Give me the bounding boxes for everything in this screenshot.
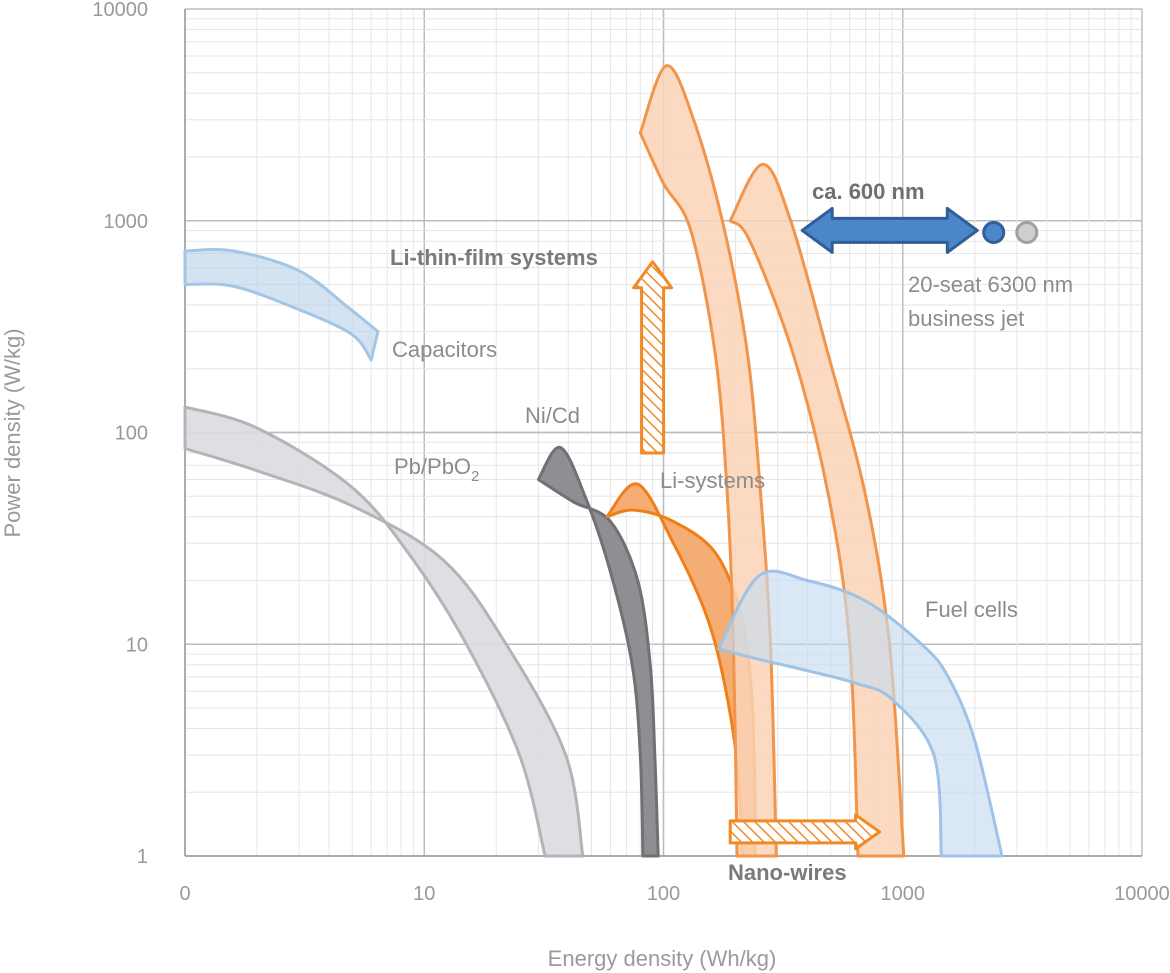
label-capacitors: Capacitors bbox=[392, 337, 497, 362]
label-jet-line1: 20-seat 6300 nm bbox=[908, 272, 1073, 297]
label-nano-wires: Nano-wires bbox=[728, 860, 847, 885]
label-lead-acid-base: Pb/PbO bbox=[394, 454, 471, 479]
x-axis-title: Energy density (Wh/kg) bbox=[548, 946, 777, 971]
x-tick-label: 1000 bbox=[881, 883, 926, 905]
y-tick-label: 100 bbox=[115, 423, 148, 445]
x-tick-label: 0 bbox=[179, 883, 190, 905]
x-tick-label: 10000 bbox=[1114, 883, 1170, 905]
y-tick-label: 1000 bbox=[104, 211, 149, 233]
label-range: ca. 600 nm bbox=[812, 179, 925, 204]
x-tick-label: 10 bbox=[413, 883, 435, 905]
label-lead-acid-sub: 2 bbox=[471, 468, 479, 485]
x-tick-labels: 0 10 100 1000 10000 bbox=[179, 883, 1169, 905]
blue-circle bbox=[982, 221, 1006, 245]
arrows bbox=[632, 206, 979, 851]
y-tick-label: 10000 bbox=[92, 0, 148, 21]
regions bbox=[183, 64, 1004, 858]
x-tick-label: 100 bbox=[647, 883, 680, 905]
y-tick-label: 1 bbox=[137, 846, 148, 868]
y-tick-labels: 1 10 100 1000 10000 bbox=[92, 0, 148, 868]
arrow-nano-wires bbox=[728, 813, 882, 851]
region-fuel-cells bbox=[717, 569, 1004, 858]
region-capacitors bbox=[183, 248, 380, 362]
y-axis-title: Power density (W/kg) bbox=[0, 328, 25, 537]
region-pb-pbo2 bbox=[183, 405, 585, 858]
label-jet-line2: business jet bbox=[908, 306, 1024, 331]
arrow-ca-600-nm bbox=[800, 206, 979, 254]
grey-circle bbox=[1015, 221, 1039, 245]
label-li-thin-film: Li-thin-film systems bbox=[390, 245, 598, 270]
region-li-future-1 bbox=[638, 64, 778, 858]
markers bbox=[982, 221, 1039, 245]
arrow-li-thin-film-systems bbox=[632, 260, 674, 455]
y-tick-label: 10 bbox=[126, 634, 148, 656]
label-nicd: Ni/Cd bbox=[525, 403, 580, 428]
region-ni-cd bbox=[536, 445, 660, 858]
label-fuel-cells: Fuel cells bbox=[925, 597, 1018, 622]
label-lead-acid: Pb/PbO2 bbox=[394, 454, 479, 485]
label-li-systems: Li-systems bbox=[660, 468, 765, 493]
grid bbox=[184, 8, 1143, 857]
